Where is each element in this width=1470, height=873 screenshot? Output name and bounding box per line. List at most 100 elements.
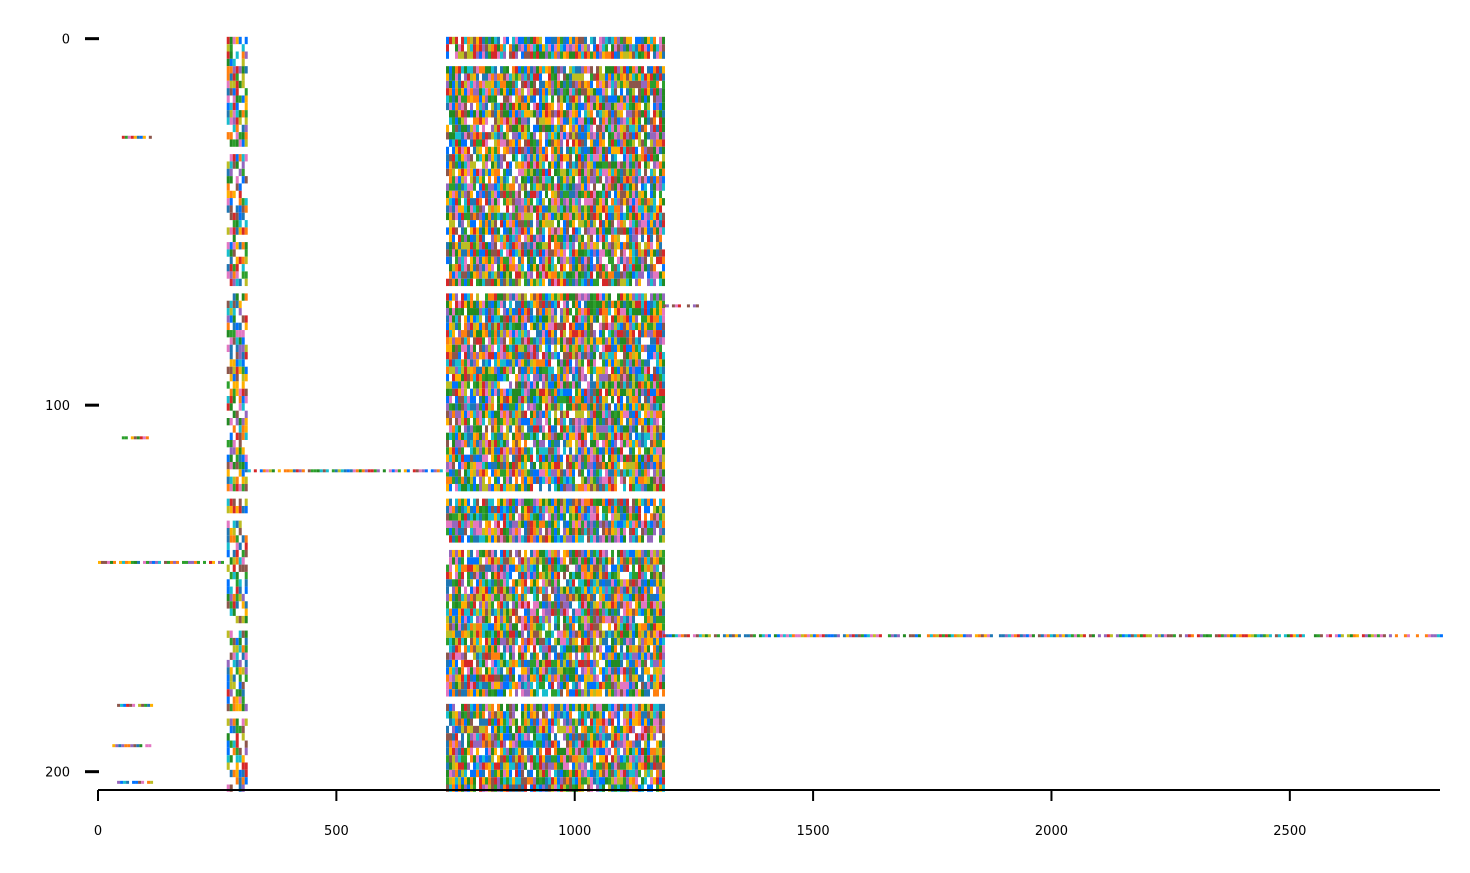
block-b-cell bbox=[623, 388, 627, 397]
block-b-cell bbox=[497, 352, 501, 360]
block-b-cell bbox=[569, 359, 573, 367]
block-b-cell bbox=[518, 564, 522, 572]
block-b-cell bbox=[539, 212, 543, 221]
block-b-cell bbox=[455, 205, 459, 213]
block-b-cell bbox=[473, 498, 477, 506]
block-b-cell bbox=[575, 212, 579, 221]
block-b-cell bbox=[488, 527, 492, 536]
block-b-cell bbox=[629, 344, 633, 353]
block-a-cell bbox=[241, 374, 245, 382]
block-b-cell bbox=[518, 403, 522, 411]
block-b-cell bbox=[656, 110, 660, 118]
block-b-cell bbox=[488, 418, 492, 426]
block-a-cell bbox=[226, 469, 230, 477]
block-b-cell bbox=[470, 73, 474, 81]
block-b-cell bbox=[608, 190, 612, 199]
block-b-cell bbox=[491, 212, 495, 221]
block-b-cell bbox=[584, 344, 588, 353]
block-b-cell bbox=[464, 242, 468, 250]
block-b-cell bbox=[578, 73, 582, 81]
block-b-cell bbox=[494, 132, 498, 140]
block-b-cell bbox=[506, 110, 510, 118]
block-a-cell bbox=[235, 637, 239, 646]
block-b-cell bbox=[473, 146, 477, 155]
block-b-cell bbox=[584, 183, 588, 191]
block-b-cell bbox=[452, 117, 456, 125]
block-b-cell bbox=[599, 374, 603, 382]
block-b-cell bbox=[584, 117, 588, 125]
block-b-cell bbox=[635, 256, 639, 265]
block-a-cell bbox=[232, 264, 236, 272]
block-b-cell bbox=[608, 73, 612, 81]
block-b-cell bbox=[494, 432, 498, 440]
block-b-cell bbox=[530, 249, 534, 257]
block-b-cell bbox=[605, 374, 609, 382]
block-b-cell bbox=[449, 337, 453, 345]
block-b-cell bbox=[515, 403, 519, 411]
block-b-cell bbox=[479, 432, 483, 440]
block-b-cell bbox=[521, 300, 525, 309]
block-b-cell bbox=[518, 146, 522, 155]
block-b-cell bbox=[617, 256, 621, 265]
block-b-cell bbox=[467, 73, 471, 81]
block-b-cell bbox=[473, 88, 477, 96]
block-b-cell bbox=[587, 146, 591, 155]
block-b-cell bbox=[581, 359, 585, 367]
block-b-cell bbox=[662, 513, 666, 521]
block-b-cell bbox=[581, 513, 585, 521]
block-b-cell bbox=[653, 418, 657, 426]
block-a-cell bbox=[232, 374, 236, 382]
block-b-cell bbox=[629, 308, 633, 316]
block-b-cell bbox=[620, 139, 624, 147]
block-a-cell bbox=[241, 344, 245, 353]
block-b-cell bbox=[530, 396, 534, 404]
block-b-cell bbox=[518, 220, 522, 228]
block-b-cell bbox=[614, 154, 618, 162]
block-a-cell bbox=[238, 132, 242, 140]
block-b-cell bbox=[650, 344, 654, 353]
block-b-cell bbox=[527, 51, 531, 59]
block-b-cell bbox=[605, 469, 609, 477]
block-b-cell bbox=[515, 278, 519, 287]
block-b-cell bbox=[512, 337, 516, 345]
block-b-cell bbox=[611, 322, 615, 331]
block-a-cell bbox=[226, 198, 230, 206]
block-a-cell bbox=[232, 447, 236, 455]
block-b-cell bbox=[530, 88, 534, 96]
block-b-cell bbox=[572, 198, 576, 206]
block-b-cell bbox=[653, 205, 657, 213]
block-b-cell bbox=[455, 212, 459, 221]
block-b-cell bbox=[464, 454, 468, 462]
block-a-cell bbox=[244, 571, 248, 580]
block-b-cell bbox=[635, 36, 639, 45]
block-b-cell bbox=[551, 337, 555, 345]
block-a-cell bbox=[235, 117, 239, 125]
block-b-cell bbox=[458, 271, 462, 279]
block-b-cell bbox=[614, 51, 618, 59]
block-b-cell bbox=[455, 366, 459, 375]
block-b-cell bbox=[596, 95, 600, 103]
block-b-cell bbox=[632, 198, 636, 206]
block-b-cell bbox=[503, 447, 507, 455]
block-b-cell bbox=[500, 513, 504, 521]
block-b-cell bbox=[596, 190, 600, 199]
block-b-cell bbox=[542, 176, 546, 184]
block-b-cell bbox=[644, 256, 648, 265]
block-b-cell bbox=[497, 461, 501, 470]
block-b-cell bbox=[587, 337, 591, 345]
block-b-cell bbox=[509, 469, 513, 477]
block-a-cell bbox=[235, 542, 239, 550]
block-b-cell bbox=[485, 454, 489, 462]
block-b-cell bbox=[452, 278, 456, 287]
block-b-cell bbox=[650, 483, 654, 492]
block-b-cell bbox=[455, 549, 459, 558]
block-b-cell bbox=[647, 110, 651, 118]
block-b-cell bbox=[632, 256, 636, 265]
block-b-cell bbox=[662, 396, 666, 404]
block-a-cell bbox=[229, 667, 233, 675]
block-b-cell bbox=[521, 557, 525, 565]
block-b-cell bbox=[566, 212, 570, 221]
block-b-cell bbox=[647, 418, 651, 426]
block-b-cell bbox=[599, 322, 603, 331]
block-b-cell bbox=[515, 212, 519, 221]
